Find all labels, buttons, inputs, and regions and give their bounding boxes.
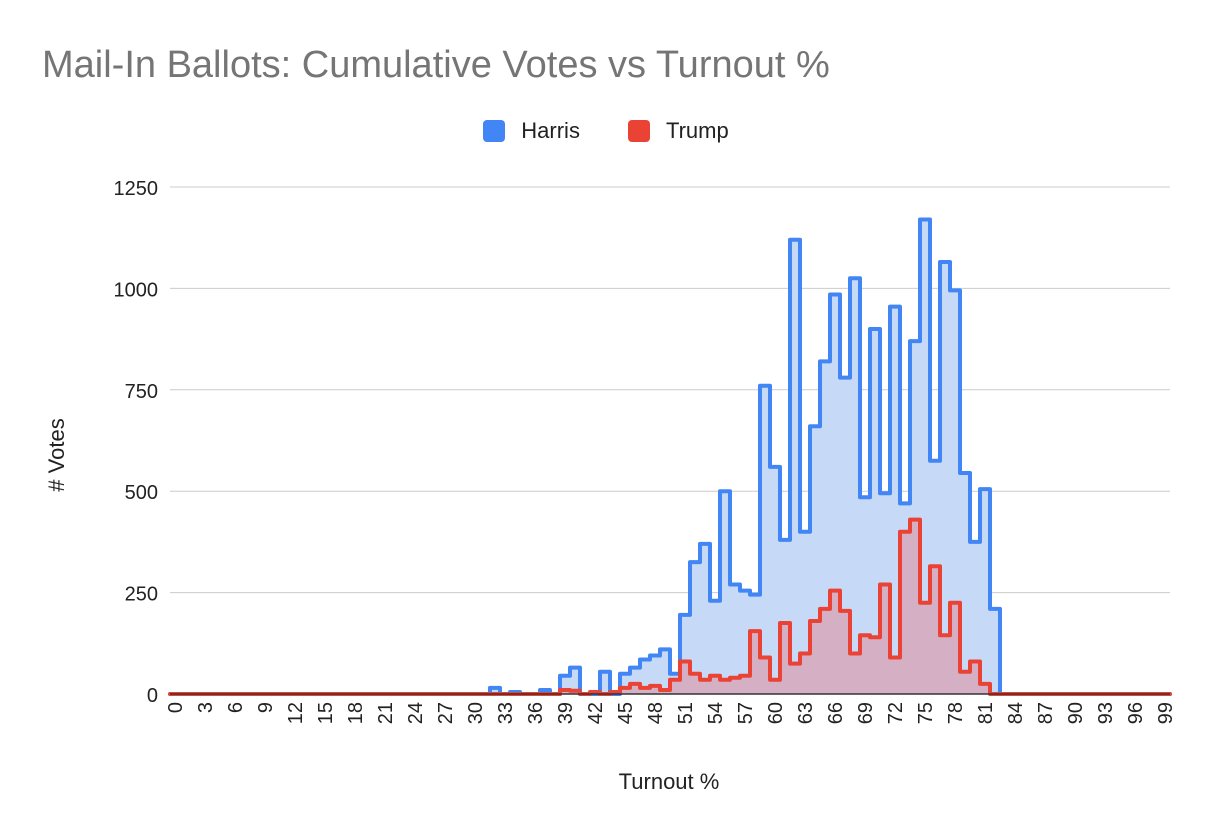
y-tick-label: 250 bbox=[125, 584, 158, 606]
x-tick-label: 51 bbox=[675, 702, 697, 724]
x-tick-label: 24 bbox=[405, 702, 427, 724]
series-area-harris bbox=[170, 219, 1170, 694]
legend-item-harris[interactable]: Harris bbox=[483, 118, 580, 144]
y-tick-label: 0 bbox=[147, 685, 158, 707]
x-tick-label: 72 bbox=[885, 702, 907, 724]
x-tick-label: 18 bbox=[345, 702, 367, 724]
x-tick-label: 21 bbox=[375, 702, 397, 724]
x-tick-label: 87 bbox=[1035, 702, 1057, 724]
series-line-trump[interactable] bbox=[168, 517, 1172, 696]
x-tick-label: 54 bbox=[705, 702, 727, 724]
chart-title: Mail-In Ballots: Cumulative Votes vs Tur… bbox=[42, 44, 830, 86]
y-tick-label: 750 bbox=[125, 381, 158, 403]
x-tick-label: 84 bbox=[1005, 702, 1027, 724]
x-tick-label: 90 bbox=[1065, 702, 1087, 724]
x-tick-label: 42 bbox=[585, 702, 607, 724]
x-tick-label: 9 bbox=[255, 702, 277, 713]
x-tick-label: 30 bbox=[465, 702, 487, 724]
legend-label-trump: Trump bbox=[665, 118, 729, 143]
legend: Harris Trump bbox=[0, 118, 1212, 144]
x-tick-label: 12 bbox=[285, 702, 307, 724]
legend-item-trump[interactable]: Trump bbox=[627, 118, 729, 144]
x-tick-label: 63 bbox=[795, 702, 817, 724]
x-tick-label: 66 bbox=[825, 702, 847, 724]
x-tick-label: 78 bbox=[945, 702, 967, 724]
x-tick-label: 57 bbox=[735, 702, 757, 724]
x-tick-label: 99 bbox=[1155, 702, 1177, 724]
x-tick-label: 48 bbox=[645, 702, 667, 724]
x-tick-label: 3 bbox=[195, 702, 217, 713]
x-tick-label: 39 bbox=[555, 702, 577, 724]
x-tick-label: 33 bbox=[495, 702, 517, 724]
y-tick-label: 1000 bbox=[114, 279, 159, 301]
x-axis-label: Turnout % bbox=[619, 769, 720, 794]
x-tick-label: 69 bbox=[855, 702, 877, 724]
legend-swatch-trump bbox=[627, 120, 650, 142]
y-tick-label: 500 bbox=[125, 482, 158, 504]
x-tick-label: 15 bbox=[315, 702, 337, 724]
x-tick-label: 45 bbox=[615, 702, 637, 724]
x-tick-label: 93 bbox=[1095, 702, 1117, 724]
y-axis-label: # Votes bbox=[44, 418, 69, 491]
legend-label-harris: Harris bbox=[521, 118, 580, 143]
x-tick-label: 75 bbox=[915, 702, 937, 724]
x-tick-label: 60 bbox=[765, 702, 787, 724]
x-tick-label: 96 bbox=[1125, 702, 1147, 724]
series-line-harris[interactable] bbox=[168, 217, 1172, 696]
legend-swatch-harris bbox=[483, 120, 506, 142]
x-tick-label: 6 bbox=[225, 702, 247, 713]
x-tick-label: 27 bbox=[435, 702, 457, 724]
x-tick-label: 81 bbox=[975, 702, 997, 724]
x-tick-label: 0 bbox=[165, 702, 187, 713]
y-tick-label: 1250 bbox=[114, 178, 159, 200]
x-tick-label: 36 bbox=[525, 702, 547, 724]
